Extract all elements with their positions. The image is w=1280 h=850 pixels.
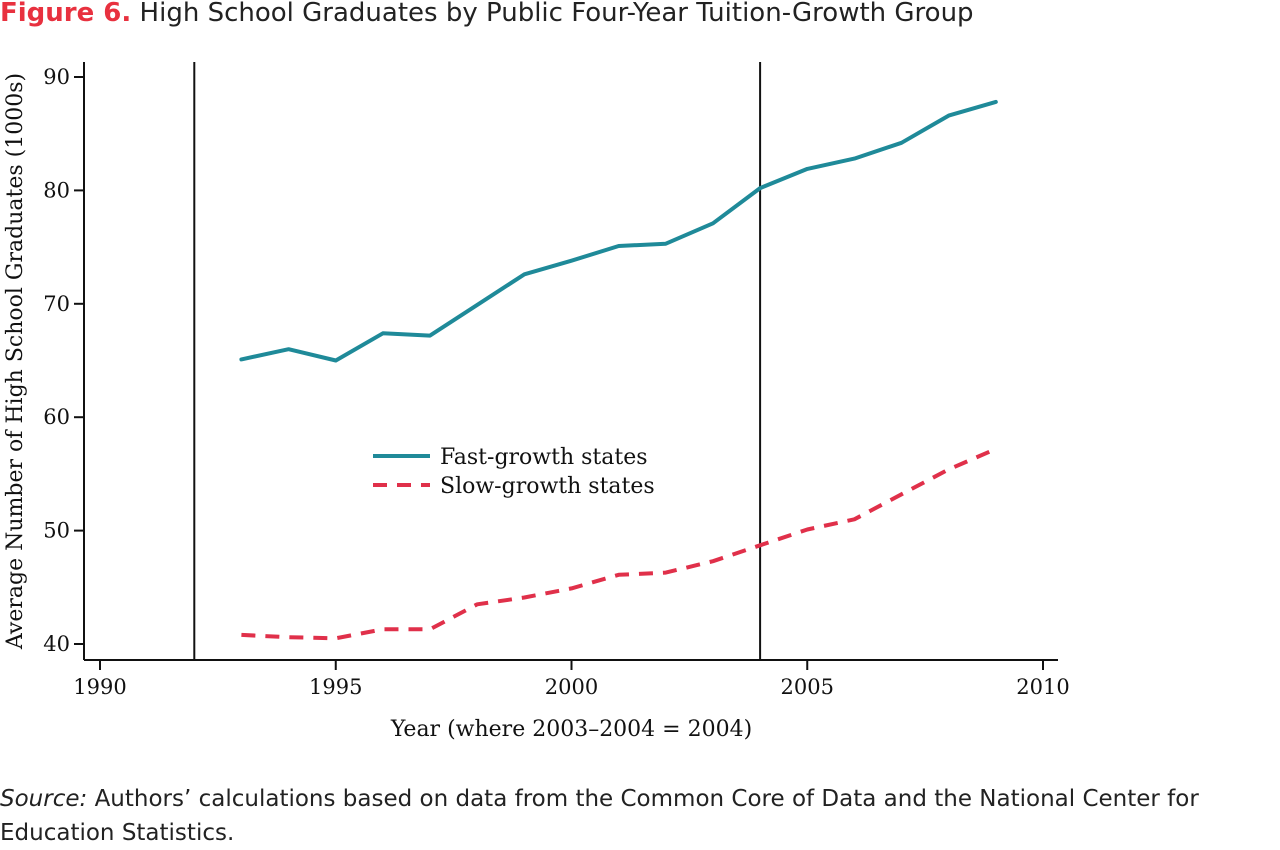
y-tick-label: 70 bbox=[43, 292, 70, 316]
y-tick-label: 90 bbox=[43, 65, 70, 89]
x-tick-label: 2000 bbox=[545, 675, 598, 699]
y-tick-label: 50 bbox=[43, 519, 70, 543]
y-tick-label: 80 bbox=[43, 178, 70, 202]
y-tick-label: 40 bbox=[43, 632, 70, 656]
line-chart: 1990 1995 2000 2005 2010 40 50 60 70 80 90 Year (wh… bbox=[3, 62, 1070, 742]
source-label: Source: bbox=[0, 786, 88, 812]
x-tick-label: 1990 bbox=[73, 675, 126, 699]
source-note: Source: Authors’ calculations based on d… bbox=[0, 782, 1280, 850]
source-text: Authors’ calculations based on data from… bbox=[0, 786, 1199, 846]
figure-title: Figure 6. High School Graduates by Publi… bbox=[0, 0, 974, 30]
fast-growth-series-line bbox=[239, 99, 998, 363]
figure-label: Figure 6. bbox=[0, 0, 132, 28]
x-tick-label: 2010 bbox=[1016, 675, 1069, 699]
y-tick-label: 60 bbox=[43, 405, 70, 429]
y-axis-title: Average Number of High School Graduates … bbox=[3, 73, 28, 650]
x-tick-label: 2005 bbox=[781, 675, 834, 699]
slow-growth-series-line bbox=[241, 447, 997, 641]
legend-label-fast: Fast-growth states bbox=[440, 445, 648, 470]
legend-label-slow: Slow-growth states bbox=[440, 474, 655, 499]
x-axis-title: Year (where 2003–2004 = 2004) bbox=[390, 717, 752, 742]
x-tick-label: 1995 bbox=[309, 675, 362, 699]
figure-title-text: High School Graduates by Public Four-Yea… bbox=[139, 0, 974, 28]
